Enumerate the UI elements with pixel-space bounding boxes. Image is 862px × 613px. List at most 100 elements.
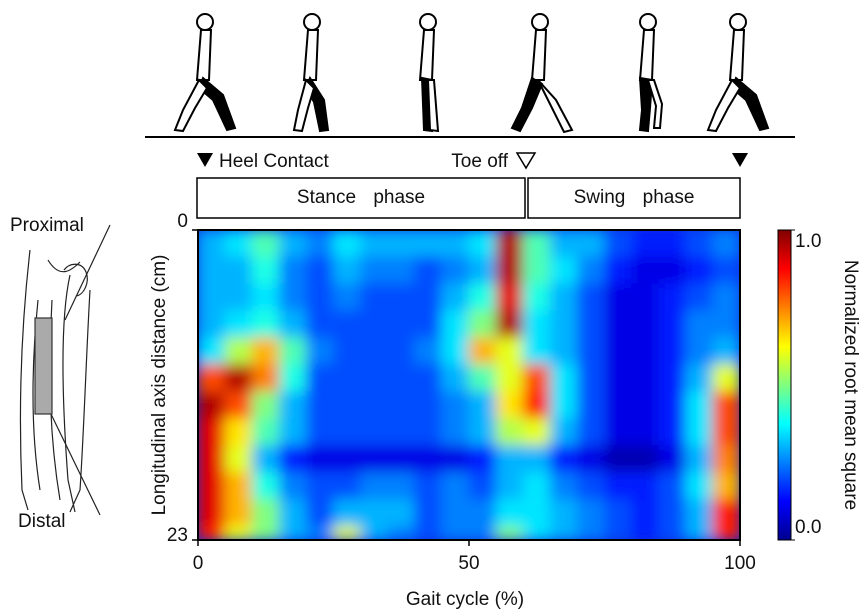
heatmap-cell: [305, 472, 334, 501]
heatmap-cell: [658, 526, 687, 540]
heatmap-cell: [712, 337, 740, 366]
heatmap-cell: [360, 230, 389, 258]
heatmap-cell: [198, 364, 226, 393]
heatmap-cell: [198, 283, 226, 312]
heatmap-cell: [278, 230, 307, 258]
phase-label: Swing phase: [574, 187, 695, 208]
heatmap-cell: [604, 364, 633, 393]
heatmap-cell: [658, 499, 687, 528]
heatmap-cell: [495, 364, 524, 393]
heatmap-cell: [414, 391, 443, 420]
heel-contact-marker: [732, 153, 748, 167]
heatmap-cell: [712, 256, 740, 285]
heatmap-cell: [495, 337, 524, 366]
heatmap-cell: [414, 499, 443, 528]
heatmap-cell: [549, 337, 578, 366]
heatmap-cell: [333, 283, 362, 312]
heatmap-cell: [198, 499, 226, 528]
walker: [510, 13, 574, 134]
heatmap-cell: [224, 364, 253, 393]
heatmap-cell: [522, 445, 551, 474]
heatmap-cell: [333, 499, 362, 528]
heatmap-cell: [387, 418, 416, 447]
heatmap-cell: [576, 256, 605, 285]
phase-box: [196, 177, 526, 219]
heatmap-cell: [495, 526, 524, 540]
colorbar-tick-label: 1.0: [795, 231, 821, 252]
heatmap-cell: [522, 256, 551, 285]
event-label: Toe off: [451, 151, 508, 172]
heatmap-cell: [631, 445, 660, 474]
heatmap-cell: [685, 499, 714, 528]
heatmap-cell: [198, 418, 226, 447]
heatmap-cell: [441, 391, 470, 420]
heatmap-cell: [224, 391, 253, 420]
heatmap-cell: [333, 310, 362, 339]
heatmap-cell: [251, 256, 280, 285]
heatmap-cell: [414, 310, 443, 339]
heatmap-cell: [576, 499, 605, 528]
phase-label: Stance phase: [297, 187, 425, 208]
heatmap-cell: [522, 230, 551, 258]
heatmap-cell: [387, 472, 416, 501]
toe-off-marker: [515, 152, 537, 170]
heatmap-cell: [522, 418, 551, 447]
heatmap-cell: [278, 364, 307, 393]
heatmap-cell: [360, 418, 389, 447]
heatmap-cell: [522, 526, 551, 540]
heatmap-cell: [387, 364, 416, 393]
heatmap-cell: [495, 445, 524, 474]
heatmap-cell: [333, 230, 362, 258]
heatmap-cell: [631, 283, 660, 312]
heatmap-cell: [576, 310, 605, 339]
heatmap-cell: [251, 283, 280, 312]
heatmap-cell: [251, 499, 280, 528]
heatmap-cell: [549, 310, 578, 339]
heatmap-cell: [224, 445, 253, 474]
heatmap-cell: [631, 472, 660, 501]
heatmap-cell: [278, 445, 307, 474]
heatmap-cell: [198, 230, 226, 258]
heatmap-cell: [604, 391, 633, 420]
heatmap-cell: [576, 391, 605, 420]
heatmap-cell: [604, 445, 633, 474]
heatmap-cell: [198, 310, 226, 339]
heatmap-cell: [658, 418, 687, 447]
heatmap-cell: [685, 472, 714, 501]
heatmap-cell: [685, 283, 714, 312]
heatmap-cell: [333, 364, 362, 393]
heatmap-cell: [658, 472, 687, 501]
heatmap-cell: [495, 283, 524, 312]
heatmap-cell: [278, 256, 307, 285]
heatmap-cell: [576, 230, 605, 258]
heatmap-cell: [305, 230, 334, 258]
heatmap-cell: [712, 364, 740, 393]
heatmap-cell: [685, 418, 714, 447]
heatmap-cell: [549, 391, 578, 420]
heatmap-cell: [251, 364, 280, 393]
heatmap-cell: [333, 445, 362, 474]
heatmap-cell: [387, 445, 416, 474]
heatmap-cell: [604, 283, 633, 312]
heatmap-cell: [495, 391, 524, 420]
heatmap-cell: [278, 310, 307, 339]
heatmap-cell: [414, 472, 443, 501]
heatmap-cell: [658, 364, 687, 393]
x-tick-label: 50: [458, 553, 479, 574]
heatmap-cell: [278, 472, 307, 501]
heatmap-cell: [305, 526, 334, 540]
x-axis-label: Gait cycle (%): [406, 589, 524, 610]
heatmap-cell: [198, 445, 226, 474]
heatmap-cell: [522, 472, 551, 501]
heatmap-cell: [278, 499, 307, 528]
heatmap-cell: [468, 418, 497, 447]
heatmap-cell: [685, 364, 714, 393]
heatmap-cell: [685, 337, 714, 366]
heatmap-cell: [360, 310, 389, 339]
heatmap-cell: [278, 337, 307, 366]
heatmap-cell: [414, 445, 443, 474]
heatmap-cell: [522, 310, 551, 339]
heatmap-cell: [495, 472, 524, 501]
electrode-array: [34, 317, 53, 415]
heatmap-cell: [658, 337, 687, 366]
